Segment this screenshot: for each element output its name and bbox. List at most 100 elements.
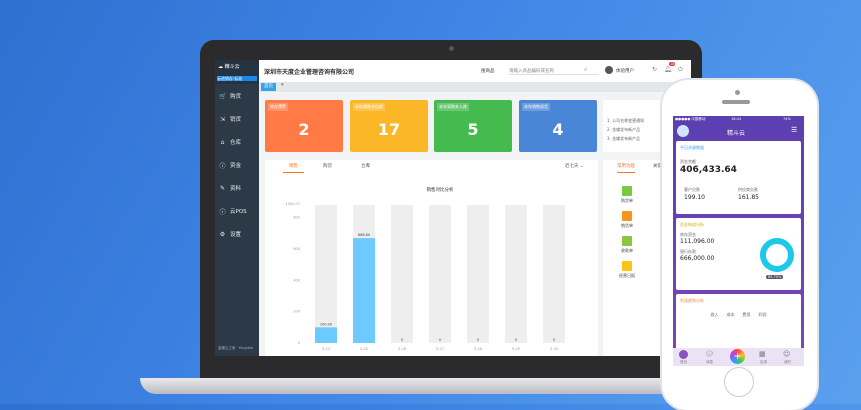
card-label: 本年采购未入库 bbox=[437, 103, 469, 111]
data-label: 0 bbox=[401, 338, 403, 342]
data-label: 0 bbox=[477, 338, 479, 342]
bell-icon[interactable]: 🔔︎ bbox=[664, 66, 672, 73]
quick-item-label: 销货单 bbox=[621, 223, 633, 228]
message-icon[interactable]: 💬︎ bbox=[705, 350, 714, 358]
tab-purchase[interactable]: 购货 bbox=[323, 164, 332, 169]
sidebar-item-warehouse[interactable]: ⌂ 仓库 bbox=[215, 130, 259, 154]
quick-item-label: 收款单 bbox=[621, 248, 633, 253]
gear-icon: ⚙ bbox=[219, 230, 226, 238]
notice-item[interactable]: 3. 金蝶发布新产品 bbox=[607, 136, 641, 141]
tab-dropdown-icon[interactable]: ▾ bbox=[281, 82, 284, 88]
status-carrier: ●●●●● 中国移动 bbox=[675, 117, 706, 121]
label: 云POS bbox=[230, 209, 247, 215]
phone-title: 精斗云 bbox=[727, 130, 746, 137]
tab-common[interactable]: 常用功能 bbox=[617, 163, 635, 173]
user-icon[interactable]: ☺ bbox=[783, 350, 791, 358]
sidebar-item-purchase[interactable]: 🛒 购货 bbox=[215, 84, 259, 108]
card-profit-trend[interactable]: 利润趋势分析 收入 成本 费用 利润 bbox=[676, 294, 801, 354]
status-time: 16:44 bbox=[731, 117, 742, 121]
card-key-data[interactable]: 今日关键数据 资金余额 406,433.64 客户欠款 199.10 供应商欠款… bbox=[676, 141, 801, 214]
notice-item[interactable]: 2. 金蝶发布新产品 bbox=[607, 127, 641, 132]
sidebar-item-settings[interactable]: ⚙ 设置 bbox=[215, 222, 259, 246]
card-sales-return[interactable]: 本年销售退货 4 bbox=[519, 100, 597, 152]
card-fund-analysis[interactable]: 资金构成分析 库存资金 111,096.00 银行存款 666,000.00 8… bbox=[676, 218, 801, 290]
quick-item-icon bbox=[622, 261, 632, 271]
phone-avatar[interactable] bbox=[677, 125, 689, 137]
quick-item[interactable]: 经营日报 bbox=[617, 261, 637, 279]
tab-home[interactable]: 首页 bbox=[261, 83, 276, 91]
label: 资料 bbox=[230, 186, 242, 192]
sidebar-item-pos[interactable]: ⓘ 云POS bbox=[215, 199, 259, 223]
sidebar-item-money[interactable]: ⓘ 资金 bbox=[215, 153, 259, 177]
power-icon[interactable]: ⏻ bbox=[678, 66, 683, 73]
legend-item: 利润 bbox=[758, 312, 767, 317]
refresh-icon[interactable]: ↻ bbox=[652, 66, 658, 73]
data-label: 668.80 bbox=[358, 233, 370, 237]
phone-screen: ●●●●● 中国移动 16:44 74% 精斗云 ☰ 今日关键数据 资金余额 4… bbox=[673, 116, 804, 366]
home-button[interactable] bbox=[724, 367, 754, 397]
bank-label: 银行存款 bbox=[680, 249, 696, 254]
card-label: 本年销售退货 bbox=[522, 103, 550, 111]
add-button[interactable]: + bbox=[730, 349, 745, 364]
y-tick-label: 600 bbox=[293, 247, 300, 251]
quick-item-icon bbox=[622, 211, 632, 221]
card-purchase-unreceived[interactable]: 本年采购未入库 5 bbox=[434, 100, 512, 152]
quick-item[interactable]: 收款单 bbox=[617, 236, 637, 254]
label: 销货 bbox=[230, 117, 242, 123]
notice-item[interactable]: 1. 公司名称变更通知 bbox=[607, 118, 645, 123]
x-tick-label: 5-27 bbox=[436, 347, 444, 351]
donut-chart bbox=[760, 238, 794, 272]
menu-icon[interactable]: ☰ bbox=[791, 126, 798, 134]
tab-bar: 首页 ▾ bbox=[259, 82, 691, 92]
avatar[interactable] bbox=[605, 66, 613, 74]
y-tick-label: 200 bbox=[293, 310, 300, 314]
quick-item-icon bbox=[622, 236, 632, 246]
tab-home-icon[interactable] bbox=[679, 350, 688, 359]
x-tick-label: 5-25 bbox=[360, 347, 368, 351]
card-value: 17 bbox=[377, 120, 401, 139]
label: 设置 bbox=[230, 232, 242, 238]
user-menu[interactable]: 体验用户 bbox=[616, 69, 634, 74]
sales-icon: ⇲ bbox=[219, 115, 226, 123]
logo: ☁ 精斗云 云进销存·标准 bbox=[215, 60, 259, 84]
quick-item[interactable]: 购货单 bbox=[617, 186, 637, 204]
tab-key[interactable]: 关键 bbox=[653, 164, 662, 169]
y-tick-label: 800 bbox=[293, 216, 300, 220]
card-value: 5 bbox=[467, 120, 479, 139]
stock-fund-label: 库存资金 bbox=[680, 232, 696, 237]
legend-item: 费用 bbox=[742, 312, 751, 317]
logo-sub: 云进销存·标准 bbox=[217, 76, 257, 81]
sidebar-item-sales[interactable]: ⇲ 销货 bbox=[215, 107, 259, 131]
card-sales-unshipped[interactable]: 本年销售未出库 17 bbox=[350, 100, 428, 152]
x-tick-label: 5-30 bbox=[550, 347, 558, 351]
tab-warehouse[interactable]: 仓库 bbox=[361, 164, 370, 169]
x-tick-label: 5-28 bbox=[474, 347, 482, 351]
sidebar-item-data[interactable]: ✎ 资料 bbox=[215, 176, 259, 200]
card-label: 本年销售未出库 bbox=[353, 103, 385, 111]
legend-item: 收入 bbox=[710, 312, 719, 317]
tab-me-label: 我的 bbox=[784, 360, 791, 364]
period-select[interactable]: 近七天 ⌄ bbox=[565, 164, 584, 169]
apps-icon[interactable]: ▦ bbox=[759, 350, 766, 358]
pay-label: 供应商欠款 bbox=[738, 187, 758, 192]
card-title: 资金构成分析 bbox=[680, 222, 704, 227]
bar-background bbox=[543, 205, 565, 343]
search-icon[interactable]: ⌕ bbox=[584, 66, 588, 73]
search-input[interactable]: 请输入商品编码或名称 bbox=[509, 68, 599, 75]
recv-label: 客户欠款 bbox=[684, 187, 700, 192]
laptop-base bbox=[140, 378, 710, 394]
card-value: 4 bbox=[552, 120, 564, 139]
tab-sales[interactable]: 销售 bbox=[283, 163, 304, 173]
x-tick-label: 5-26 bbox=[398, 347, 406, 351]
card-stock-warning[interactable]: 库存预警 2 bbox=[265, 100, 343, 152]
quick-item[interactable]: 销货单 bbox=[617, 211, 637, 229]
bar-background bbox=[505, 205, 527, 343]
donut-label: 85.70% bbox=[766, 275, 784, 279]
period-value: 近七天 bbox=[565, 164, 579, 169]
search-scope-select[interactable]: 搜商品 bbox=[481, 69, 495, 74]
cart-icon: 🛒 bbox=[219, 92, 227, 100]
data-label: 100.00 bbox=[320, 322, 332, 326]
bar-background bbox=[467, 205, 489, 343]
logo-text: 精斗云 bbox=[224, 64, 240, 70]
card-title: 利润趋势分析 bbox=[680, 298, 704, 303]
